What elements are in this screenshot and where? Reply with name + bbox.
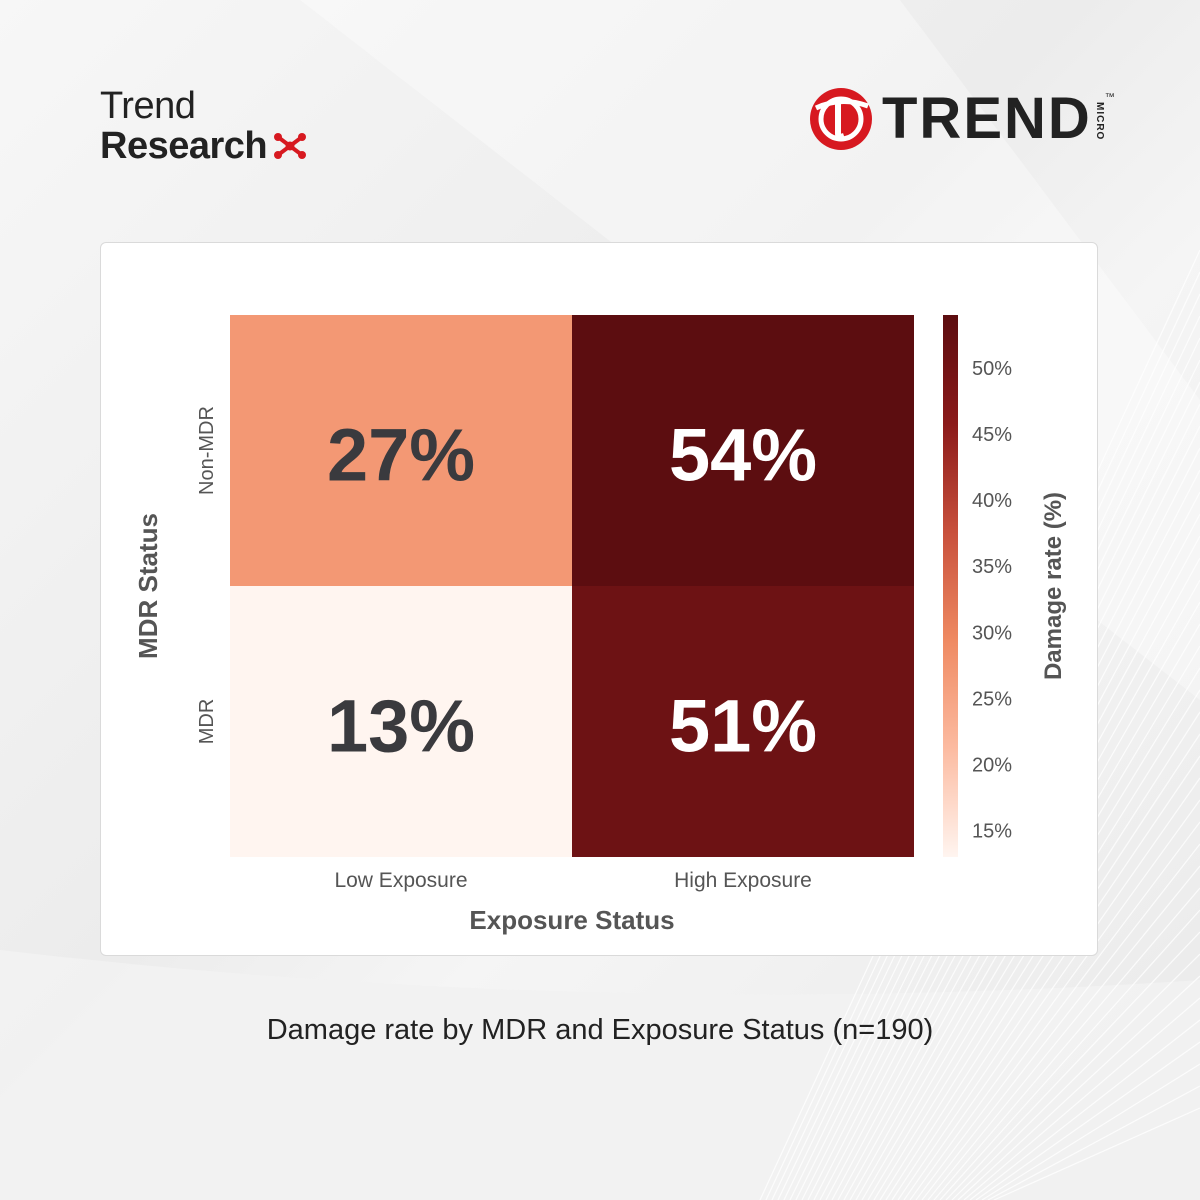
research-x-icon — [274, 133, 307, 159]
heatmap-cell — [572, 315, 914, 586]
heatmap-cell — [230, 315, 572, 586]
cell-value-label: 13% — [327, 685, 475, 768]
cell-value-label: 51% — [669, 685, 817, 768]
x-axis-title: Exposure Status — [469, 905, 674, 935]
trademark-symbol: ™ — [1104, 92, 1115, 103]
micro-wordmark: MICRO — [1093, 101, 1105, 141]
logo-research-text: Research — [100, 125, 268, 167]
y-axis-title: MDR Status — [133, 513, 163, 659]
heatmap-cell — [572, 586, 914, 857]
colorbar-tick-label: 30% — [972, 622, 1012, 644]
colorbar-tick-label: 20% — [972, 754, 1012, 776]
colorbar-title: Damage rate (%) — [1040, 492, 1067, 680]
colorbar-tick-label: 50% — [972, 358, 1012, 380]
colorbar-tick-label: 35% — [972, 556, 1012, 578]
cell-value-label: 27% — [327, 414, 475, 497]
y-tick-label: MDR — [196, 699, 218, 745]
logo-line-trend: Trend — [100, 85, 196, 127]
colorbar-tick-label: 45% — [972, 424, 1012, 446]
chart-caption: Damage rate by MDR and Exposure Status (… — [266, 1014, 934, 1046]
chart-card: 27% 54% 13% 51% Low Exposure High Exposure No… — [100, 242, 1098, 956]
x-tick-label: Low Exposure — [334, 869, 467, 892]
cell-value-label: 54% — [669, 414, 817, 497]
colorbar-tick-label: 40% — [972, 490, 1012, 512]
colorbar-gradient — [943, 315, 958, 857]
heatmap-cell — [230, 586, 572, 857]
trend-wordmark: TREND — [882, 86, 1092, 151]
trend-research-logo: Trend Research — [100, 86, 307, 166]
trend-micro-emblem-icon — [810, 88, 872, 150]
x-tick-label: High Exposure — [674, 869, 812, 892]
trend-micro-logo: TREND MICRO ™ — [808, 86, 1115, 152]
y-tick-label: Non-MDR — [196, 406, 218, 495]
heatmap-chart: 27% 54% 13% 51% Low Exposure High Exposure No… — [133, 315, 1067, 935]
logo-line-research: Research — [100, 126, 307, 166]
colorbar-tick-label: 25% — [972, 688, 1012, 710]
colorbar-tick-label: 15% — [972, 821, 1012, 843]
